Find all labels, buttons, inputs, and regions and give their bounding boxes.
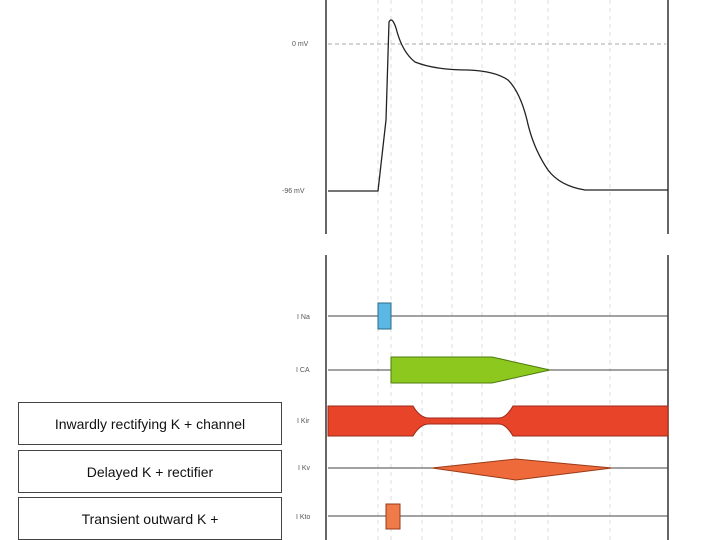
current-label-ica: I CA [296, 367, 310, 374]
ica-current-shape [390, 356, 551, 384]
ikv-current-shape [431, 458, 613, 481]
current-label-ikir: I Kir [297, 418, 310, 425]
zero-mv-label: 0 mV [292, 41, 309, 48]
current-label-ina: I Na [297, 314, 310, 321]
time-marker-lines [377, 0, 611, 540]
current-label-ikto: I Kto [296, 514, 311, 521]
label-box-inward-rectifier: Inwardly rectifying K + channel [18, 402, 282, 445]
ina-current-block [377, 302, 392, 330]
label-box-transient-outward: Transient outward K + [18, 497, 282, 540]
action-potential-trace [328, 19, 668, 192]
label-box-delayed-rectifier: Delayed K + rectifier [18, 450, 282, 493]
ikto-current-block [385, 503, 401, 530]
rest-mv-label: -96 mV [282, 188, 305, 195]
ikir-current-shape [327, 405, 669, 437]
current-label-ikv: I Kv [298, 465, 311, 472]
